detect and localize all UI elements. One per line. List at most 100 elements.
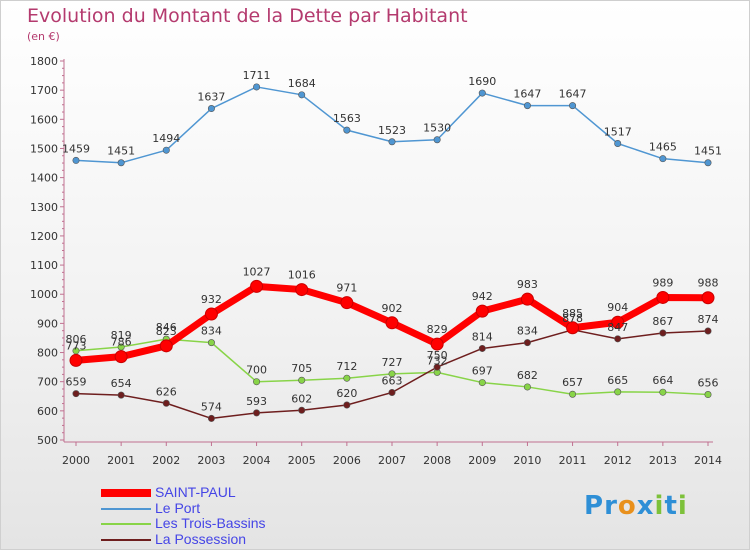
x-tick-label: 2012: [604, 454, 632, 467]
chart-subtitle: (en €): [27, 30, 60, 43]
legend-label: Les Trois-Bassins: [155, 515, 266, 531]
data-point-le-port: [523, 102, 531, 110]
data-point-la-possession: [343, 401, 351, 409]
x-tick-label: 2009: [468, 454, 496, 467]
data-point-la-possession: [614, 335, 622, 343]
proxiti-logo: Proxiti: [584, 491, 688, 521]
data-point-saint-paul: [430, 337, 444, 351]
data-label-la-possession: 834: [517, 325, 538, 338]
data-label-le-port: 1711: [243, 69, 271, 82]
data-label-le-port: 1523: [378, 124, 406, 137]
x-tick-label: 2006: [333, 454, 361, 467]
data-point-la-possession: [117, 391, 125, 399]
logo-letter: t: [664, 491, 678, 521]
y-tick-label: 1100: [30, 259, 58, 272]
x-tick-label: 2002: [152, 454, 180, 467]
data-label-les-trois-bassins: 697: [472, 365, 493, 378]
data-label-saint-paul: 942: [472, 290, 493, 303]
y-tick-label: 1700: [30, 84, 58, 97]
data-point-les-trois-bassins: [478, 379, 486, 387]
data-point-les-trois-bassins: [659, 388, 667, 396]
data-point-les-trois-bassins: [207, 339, 215, 347]
data-point-le-port: [253, 83, 261, 91]
legend-swatch: [101, 507, 151, 510]
data-label-le-port: 1465: [649, 141, 677, 154]
data-point-les-trois-bassins: [388, 370, 396, 378]
data-label-le-port: 1637: [197, 91, 225, 104]
logo-letter: P: [584, 491, 605, 521]
data-point-le-port: [569, 102, 577, 110]
logo-letter: x: [636, 491, 655, 521]
y-tick-label: 900: [37, 317, 58, 330]
y-tick-label: 700: [37, 376, 58, 389]
data-label-la-possession: 847: [607, 321, 628, 334]
data-label-la-possession: 626: [156, 385, 177, 398]
data-point-saint-paul: [114, 350, 128, 364]
axes: 500 600 700 800 900 1000 1100 1200 1300 1400 1500 1…: [30, 55, 722, 467]
data-point-saint-paul: [520, 292, 534, 306]
x-tick-label: 2011: [559, 454, 587, 467]
data-point-la-possession: [704, 327, 712, 335]
data-label-le-port: 1647: [559, 88, 587, 101]
data-label-la-possession: 867: [652, 315, 673, 328]
legend-swatch: [101, 489, 151, 497]
data-label-la-possession: 593: [246, 395, 267, 408]
data-label-les-trois-bassins: 846: [156, 321, 177, 334]
legend-label: SAINT-PAUL: [155, 484, 236, 500]
data-point-saint-paul: [385, 316, 399, 330]
logo-letter: i: [677, 491, 688, 521]
data-label-les-trois-bassins: 834: [201, 325, 222, 338]
data-point-le-port: [343, 126, 351, 134]
data-label-saint-paul: 1016: [288, 269, 316, 282]
x-tick-label: 2007: [378, 454, 406, 467]
data-label-saint-paul: 829: [427, 323, 448, 336]
logo-letter: r: [604, 491, 618, 521]
data-label-les-trois-bassins: 656: [698, 377, 719, 390]
data-point-le-port: [117, 159, 125, 167]
data-point-le-port: [433, 136, 441, 144]
y-tick-label: 1500: [30, 142, 58, 155]
data-point-saint-paul: [340, 296, 354, 310]
data-label-saint-paul: 885: [562, 307, 583, 320]
data-label-le-port: 1451: [694, 145, 722, 158]
data-point-le-port: [659, 155, 667, 163]
data-label-le-port: 1494: [152, 132, 180, 145]
data-label-saint-paul: 823: [156, 325, 177, 338]
data-label-saint-paul: 989: [652, 276, 673, 289]
data-label-les-trois-bassins: 664: [652, 374, 673, 387]
data-point-la-possession: [253, 409, 261, 417]
y-tick-label: 600: [37, 405, 58, 418]
data-point-la-possession: [207, 414, 215, 422]
x-tick-label: 2013: [649, 454, 677, 467]
data-label-la-possession: 750: [427, 349, 448, 362]
data-label-la-possession: 663: [382, 374, 403, 387]
logo-letter: i: [654, 491, 665, 521]
data-label-le-port: 1451: [107, 145, 135, 158]
data-label-saint-paul: 983: [517, 278, 538, 291]
data-point-la-possession: [478, 344, 486, 352]
data-label-les-trois-bassins: 682: [517, 369, 538, 382]
data-labels: 1459 1451 1494 1637 1711 1684 1563 1523 1530 1690…: [62, 69, 722, 413]
data-label-la-possession: 620: [336, 387, 357, 400]
data-point-la-possession: [433, 363, 441, 371]
y-tick-label: 1200: [30, 230, 58, 243]
legend-swatch: [101, 523, 151, 525]
y-tick-label: 500: [37, 434, 58, 447]
data-label-saint-paul: 904: [607, 301, 628, 314]
data-point-les-trois-bassins: [343, 374, 351, 382]
data-point-les-trois-bassins: [523, 383, 531, 391]
data-point-saint-paul: [656, 290, 670, 304]
data-label-les-trois-bassins: 819: [111, 329, 132, 342]
logo-letter: o: [617, 491, 637, 521]
data-point-le-port: [162, 146, 170, 154]
data-label-les-trois-bassins: 806: [66, 333, 87, 346]
data-label-saint-paul: 932: [201, 293, 222, 306]
series-layer: [69, 83, 715, 422]
data-point-la-possession: [659, 329, 667, 337]
data-label-le-port: 1530: [423, 122, 451, 135]
data-label-la-possession: 654: [111, 377, 132, 390]
data-point-saint-paul: [611, 315, 625, 329]
data-point-saint-paul: [159, 339, 173, 353]
y-tick-label: 1300: [30, 201, 58, 214]
